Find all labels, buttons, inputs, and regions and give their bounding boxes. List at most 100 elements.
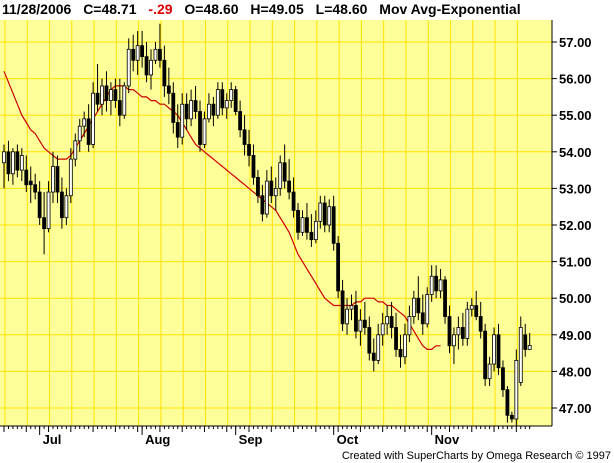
candle-body-up <box>229 89 234 101</box>
candle-body-up <box>11 151 15 175</box>
candle-body-down <box>42 217 46 230</box>
candle-body-up <box>313 220 318 241</box>
candle <box>527 332 532 350</box>
candle <box>269 166 274 204</box>
candle <box>220 82 225 116</box>
candle-body-down <box>86 118 91 145</box>
candle <box>300 210 305 236</box>
candle <box>238 100 243 138</box>
candle-body-down <box>144 56 149 76</box>
candle-body-down <box>509 414 514 420</box>
candle <box>46 181 51 233</box>
candle-body-down <box>296 209 300 233</box>
candle <box>411 290 416 324</box>
candle-body-up <box>300 217 305 233</box>
candle <box>193 85 198 119</box>
candle-body-down <box>389 316 394 328</box>
candle <box>28 166 33 204</box>
candle-body-up <box>2 151 6 164</box>
candle <box>403 323 407 365</box>
candle-body-down <box>460 327 465 339</box>
candle <box>336 235 341 299</box>
candle <box>452 327 456 365</box>
candle <box>33 173 38 200</box>
y-tick-label: 47.00 <box>559 401 592 416</box>
y-tick-label: 53.00 <box>559 181 592 196</box>
candle <box>77 118 82 152</box>
candle-body-down <box>247 144 251 156</box>
candle <box>340 279 345 332</box>
y-tick-label: 48.00 <box>559 364 592 379</box>
candle <box>166 67 171 105</box>
candle-body-up <box>456 327 461 336</box>
candle <box>318 195 323 229</box>
candle-body-up <box>403 334 407 358</box>
candle-body-down <box>505 389 510 416</box>
candle-body-down <box>24 169 29 186</box>
candle <box>354 290 358 339</box>
candle-body-up <box>385 316 390 325</box>
plot-background <box>0 20 552 426</box>
candle-body-up <box>273 187 278 197</box>
candle-body-down <box>523 334 528 350</box>
candle <box>487 356 492 387</box>
header-close: C=48.71 <box>83 1 137 17</box>
candle-body-down <box>282 162 287 182</box>
candle-body-down <box>33 184 38 193</box>
candle-body-down <box>322 202 327 226</box>
candle <box>264 170 269 218</box>
candle <box>305 203 309 240</box>
candle-body-down <box>256 177 260 197</box>
candle-body-up <box>135 45 140 61</box>
candle <box>19 148 24 182</box>
candle <box>296 203 300 240</box>
candle <box>376 323 381 365</box>
candle-body-down <box>15 151 20 171</box>
candle-body-down <box>443 279 447 317</box>
header-date: 11/28/2006 <box>2 1 72 17</box>
candle <box>109 82 113 116</box>
candle-body-down <box>55 166 60 193</box>
y-tick-label: 51.00 <box>559 255 592 270</box>
candle <box>282 144 287 189</box>
candle-body-down <box>305 217 309 233</box>
candle <box>425 287 430 328</box>
candle <box>242 115 247 156</box>
candle-body-up <box>380 323 385 336</box>
candle-body-up <box>46 191 51 230</box>
y-axis: 57.00 56.00 55.00 54.00 53.00 52.00 51.00 50.00… <box>552 35 592 416</box>
candle <box>327 199 332 233</box>
candle-body-down <box>483 330 488 380</box>
candle <box>443 276 447 324</box>
candle-body-up <box>349 305 354 310</box>
header-low: L=48.60 <box>316 1 368 17</box>
candle <box>362 301 367 335</box>
candle-body-down <box>371 352 376 361</box>
candle-body-down <box>131 48 136 61</box>
x-tick-label: Oct <box>337 432 359 447</box>
candle <box>95 63 100 112</box>
candle <box>224 93 229 119</box>
y-tick-label: 57.00 <box>559 35 592 50</box>
candle <box>465 301 470 346</box>
candle-body-up <box>224 100 229 109</box>
candle-body-down <box>394 327 398 350</box>
candle-body-up <box>425 294 430 325</box>
candle-body-down <box>269 180 274 197</box>
candle <box>55 155 60 204</box>
candle-body-down <box>162 59 167 87</box>
candle-body-down <box>478 316 483 332</box>
candle <box>492 327 496 372</box>
candle <box>82 111 87 138</box>
candle <box>394 312 398 357</box>
candle <box>144 42 149 83</box>
candle <box>104 71 109 112</box>
candle-body-up <box>180 103 185 138</box>
candle-body-down <box>113 89 118 101</box>
candle <box>233 85 238 116</box>
candle <box>131 34 136 72</box>
candle <box>189 89 194 127</box>
candle <box>291 177 296 218</box>
candle <box>6 140 11 182</box>
